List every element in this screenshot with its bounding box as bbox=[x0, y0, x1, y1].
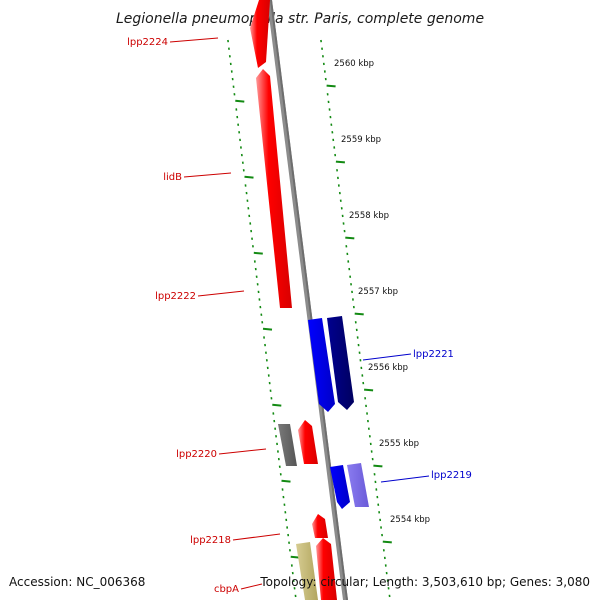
gene-lpp2219-blue[interactable] bbox=[330, 465, 350, 509]
genome-backbone-shade bbox=[270, 0, 348, 600]
label-cbpA[interactable]: cbpA bbox=[214, 584, 239, 595]
label-lpp2221[interactable]: lpp2221 bbox=[413, 349, 454, 360]
leader-lpp2224 bbox=[169, 37, 219, 43]
topology-text: Topology: circular; Length: 3,503,610 bp… bbox=[259, 575, 590, 589]
leader-lpp2219 bbox=[380, 475, 430, 483]
map-title: Legionella pneumophila str. Paris, compl… bbox=[116, 11, 484, 27]
tick-label-2560: 2560 kbp bbox=[334, 59, 374, 69]
gene-lpp2220[interactable] bbox=[298, 420, 318, 464]
leader-lpp2222 bbox=[197, 290, 245, 297]
label-lpp2222[interactable]: lpp2222 bbox=[155, 291, 196, 302]
outer-ruler-major-tick bbox=[382, 540, 392, 544]
tick-label-2554: 2554 kbp bbox=[390, 515, 430, 525]
gene-lpp2224[interactable] bbox=[250, 0, 270, 68]
gene-lpp2219-lavender[interactable] bbox=[347, 463, 369, 507]
gene-labels: lpp2224 lidB lpp2222 lpp2221 lpp2220 lpp… bbox=[127, 37, 472, 595]
tick-label-2557: 2557 kbp bbox=[358, 287, 398, 297]
inner-ruler-major-tick bbox=[235, 99, 245, 103]
leader-cbpA bbox=[240, 583, 263, 590]
tick-label-2556: 2556 kbp bbox=[368, 363, 408, 373]
outer-ruler-major-tick bbox=[373, 464, 383, 468]
label-lidB[interactable]: lidB bbox=[163, 172, 182, 183]
inner-ruler-major-tick bbox=[281, 479, 291, 483]
leader-lpp2220 bbox=[218, 448, 267, 455]
inner-ruler-major-tick bbox=[262, 327, 273, 331]
outer-ruler-major-tick bbox=[345, 236, 355, 240]
inner-ruler bbox=[227, 39, 300, 598]
leader-lpp2221 bbox=[362, 353, 412, 361]
inner-ruler-major-tick bbox=[244, 175, 254, 179]
gene-lpp2221-blue[interactable] bbox=[308, 318, 335, 412]
label-lpp2220[interactable]: lpp2220 bbox=[176, 449, 217, 460]
outer-ruler bbox=[320, 39, 392, 598]
gene-lpp2221-navy[interactable] bbox=[327, 316, 354, 410]
tick-label-2555: 2555 kbp bbox=[379, 439, 419, 449]
leader-lpp2218 bbox=[232, 533, 281, 541]
gene-lpp2218[interactable] bbox=[312, 514, 328, 538]
gene-lidB[interactable] bbox=[256, 69, 292, 308]
outer-ruler-major-tick bbox=[335, 160, 345, 164]
tick-labels: 2560 kbp 2559 kbp 2558 kbp 2557 kbp 2556… bbox=[334, 59, 430, 525]
label-lpp2224[interactable]: lpp2224 bbox=[127, 37, 168, 48]
label-lpp2219[interactable]: lpp2219 bbox=[431, 470, 472, 481]
outer-ruler-major-tick bbox=[364, 388, 374, 392]
gene-cbpA[interactable] bbox=[316, 538, 337, 600]
tick-label-2559: 2559 kbp bbox=[341, 135, 381, 145]
inner-ruler-major-tick bbox=[272, 403, 282, 407]
outer-ruler-major-tick bbox=[326, 84, 336, 88]
inner-ruler-major-tick bbox=[253, 251, 263, 255]
label-lpp2218[interactable]: lpp2218 bbox=[190, 535, 231, 546]
accession-text: Accession: NC_006368 bbox=[9, 575, 145, 589]
gene-gray-block[interactable] bbox=[278, 424, 297, 466]
gene-khaki-block[interactable] bbox=[296, 542, 318, 600]
tick-label-2558: 2558 kbp bbox=[349, 211, 389, 221]
outer-ruler-major-tick bbox=[354, 312, 364, 316]
leader-lidB bbox=[183, 172, 232, 178]
